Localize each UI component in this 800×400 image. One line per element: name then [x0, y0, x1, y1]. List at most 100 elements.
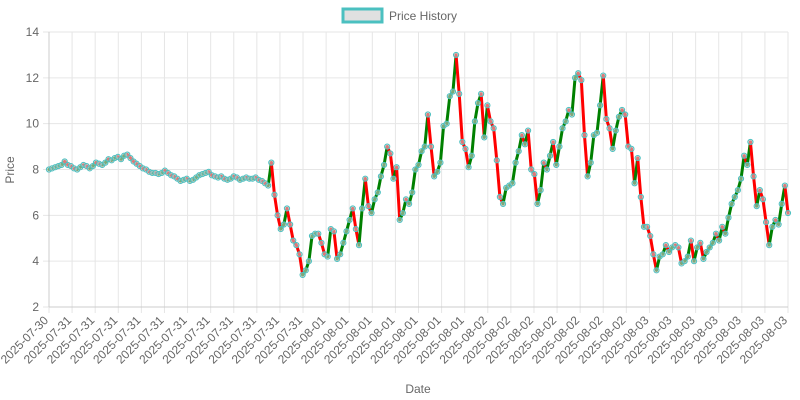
legend-swatch [341, 7, 384, 24]
data-point [584, 173, 591, 180]
data-point [315, 230, 322, 237]
data-point [290, 237, 297, 244]
line-segment-down [623, 113, 630, 149]
legend[interactable]: Price History [341, 7, 457, 24]
y-tick-label: 4 [32, 254, 39, 268]
data-point [553, 161, 560, 169]
data-point [606, 125, 613, 132]
data-point [546, 152, 554, 159]
data-point [706, 244, 713, 251]
data-point [634, 154, 641, 162]
data-point [653, 267, 660, 274]
data-point [766, 242, 773, 249]
data-point [374, 189, 381, 196]
y-tick-label: 8 [32, 163, 39, 177]
line-segment-down [761, 197, 768, 224]
line-segment-up [410, 168, 417, 194]
line-segment-down [582, 133, 590, 178]
data-point [359, 205, 366, 212]
data-point [427, 143, 435, 150]
data-point [333, 255, 341, 262]
data-point [784, 209, 792, 217]
legend-label: Price History [389, 9, 457, 23]
data-point [459, 138, 466, 146]
data-point [675, 244, 682, 251]
data-point [409, 189, 416, 196]
line-segment-down [457, 92, 464, 144]
data-point [603, 115, 610, 123]
data-point [355, 242, 363, 249]
data-point [305, 258, 313, 265]
data-point [534, 200, 541, 207]
data-point [493, 157, 500, 164]
data-point [431, 173, 438, 180]
data-point [452, 51, 460, 59]
line-segment-up [589, 133, 596, 165]
data-point [659, 251, 666, 258]
data-point [499, 200, 507, 207]
data-point [340, 239, 347, 246]
data-point [593, 129, 601, 136]
data-point [371, 196, 378, 203]
data-point [265, 182, 272, 189]
data-point [631, 180, 638, 187]
data-point [690, 258, 698, 265]
data-point [637, 193, 644, 201]
data-point [402, 196, 410, 203]
line-segment-up [510, 161, 518, 185]
line-segment-down [454, 53, 461, 96]
data-point [769, 223, 776, 230]
data-point [362, 175, 369, 182]
data-point [550, 138, 557, 146]
line-segment-up [326, 227, 333, 259]
data-point [484, 102, 491, 109]
line-segment-down [269, 161, 276, 197]
data-point [781, 182, 788, 189]
line-segment-up [739, 154, 746, 181]
data-point [434, 168, 441, 175]
data-point [421, 143, 428, 150]
line-segment-down [783, 184, 790, 215]
data-point [318, 239, 325, 246]
data-point [728, 200, 735, 207]
data-point [700, 255, 707, 262]
data-point [600, 72, 607, 79]
data-point [268, 159, 275, 166]
data-point [465, 164, 472, 171]
data-point [744, 161, 751, 169]
data-point [412, 166, 419, 173]
data-point [302, 267, 309, 274]
data-point [587, 159, 594, 166]
data-point [697, 239, 704, 246]
line-segment-down [351, 206, 358, 231]
data-point [756, 187, 763, 194]
line-segment-down [298, 252, 305, 277]
data-point [571, 74, 579, 81]
line-segment-down [636, 156, 643, 199]
data-point [622, 111, 629, 118]
data-point [396, 216, 403, 224]
data-point [487, 118, 494, 125]
data-point [537, 187, 544, 194]
data-point [565, 106, 572, 114]
data-point [716, 237, 723, 244]
data-point [750, 173, 757, 180]
y-axis-title: Price [3, 156, 17, 184]
line-segment-down [492, 126, 499, 162]
data-point [762, 219, 770, 226]
data-point [324, 253, 331, 260]
data-point [612, 127, 619, 134]
data-point [753, 203, 760, 210]
data-point [296, 251, 303, 258]
data-point [277, 225, 284, 233]
data-point [747, 138, 754, 146]
data-point [731, 193, 738, 201]
data-point [443, 120, 450, 127]
data-point [280, 221, 287, 228]
y-tick-label: 2 [32, 300, 39, 314]
data-point [415, 161, 422, 169]
line-segment-up [438, 124, 446, 165]
data-point [578, 77, 585, 84]
data-point [346, 216, 353, 224]
